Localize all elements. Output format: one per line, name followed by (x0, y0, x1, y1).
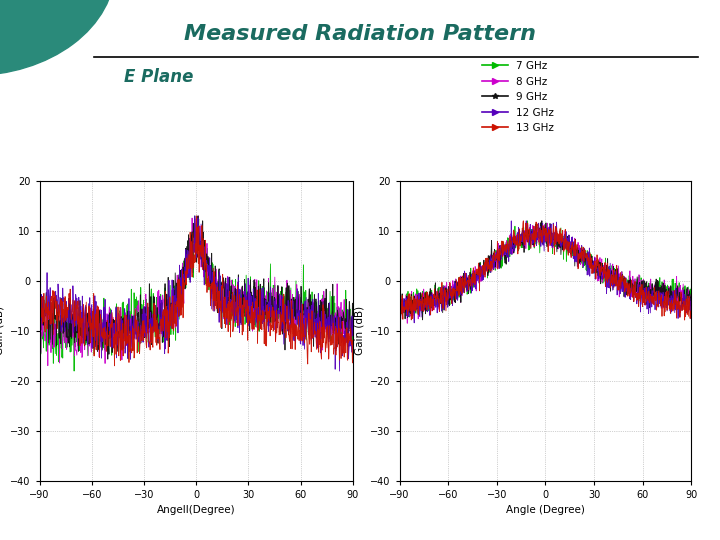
Circle shape (0, 0, 115, 76)
X-axis label: Angell(Degree): Angell(Degree) (157, 505, 235, 515)
X-axis label: Angle (Degree): Angle (Degree) (506, 505, 585, 515)
Text: Measured Radiation Pattern: Measured Radiation Pattern (184, 24, 536, 44)
Legend: 7 GHz, 8 GHz, 9 GHz, 12 GHz, 13 GHz: 7 GHz, 8 GHz, 9 GHz, 12 GHz, 13 GHz (477, 57, 558, 137)
Y-axis label: Gain (dB): Gain (dB) (354, 306, 364, 355)
Text: E Plane: E Plane (124, 68, 193, 85)
Y-axis label: Gain (dB): Gain (dB) (0, 306, 4, 355)
